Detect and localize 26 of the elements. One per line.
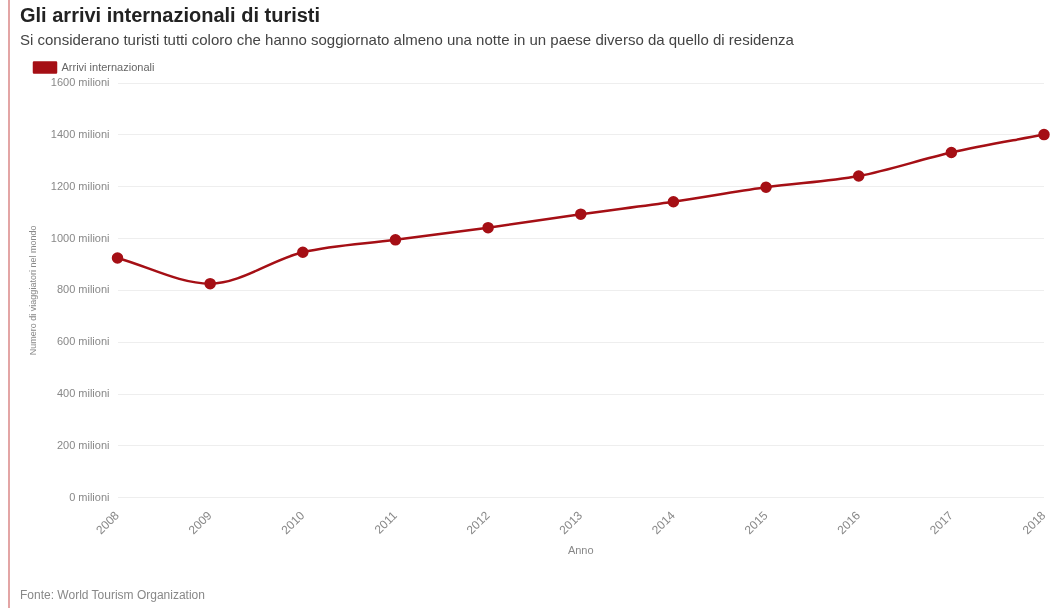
y-tick-label: 1600 milioni [50,76,110,89]
y-tick-label: 1200 milioni [50,179,110,192]
chart-subtitle: Si considerano turisti tutti coloro che hanno soggiornato almeno una notte in un paese diverso da quello di residenza [20,31,794,48]
y-axis-title: Numero di viaggiatori nel mondo [27,225,38,356]
point [1038,128,1050,141]
point [204,277,216,290]
y-tick-label: 0 milioni [69,490,110,503]
y-tick-label: 800 milioni [56,283,110,296]
y-tick-label: 1000 milioni [50,231,110,244]
point [852,170,865,182]
point [111,252,124,264]
point [760,181,772,193]
y-tick-label: 400 milioni [56,387,110,400]
y-tick-label: 200 milioni [56,438,110,451]
chart-title: Gli arrivi internazionali di turisti [20,4,321,27]
x-axis-title: Anno [567,544,594,557]
source-note: Fonte: World Tourism Organization [20,588,205,602]
y-tick-label: 1400 milioni [50,127,110,140]
legend-label: Arrivi internazionali [61,60,155,73]
point [575,208,587,220]
point [482,221,494,234]
point [945,146,958,159]
y-tick-label: 600 milioni [56,335,110,348]
point [389,234,402,246]
point [667,195,680,208]
point [297,246,309,259]
